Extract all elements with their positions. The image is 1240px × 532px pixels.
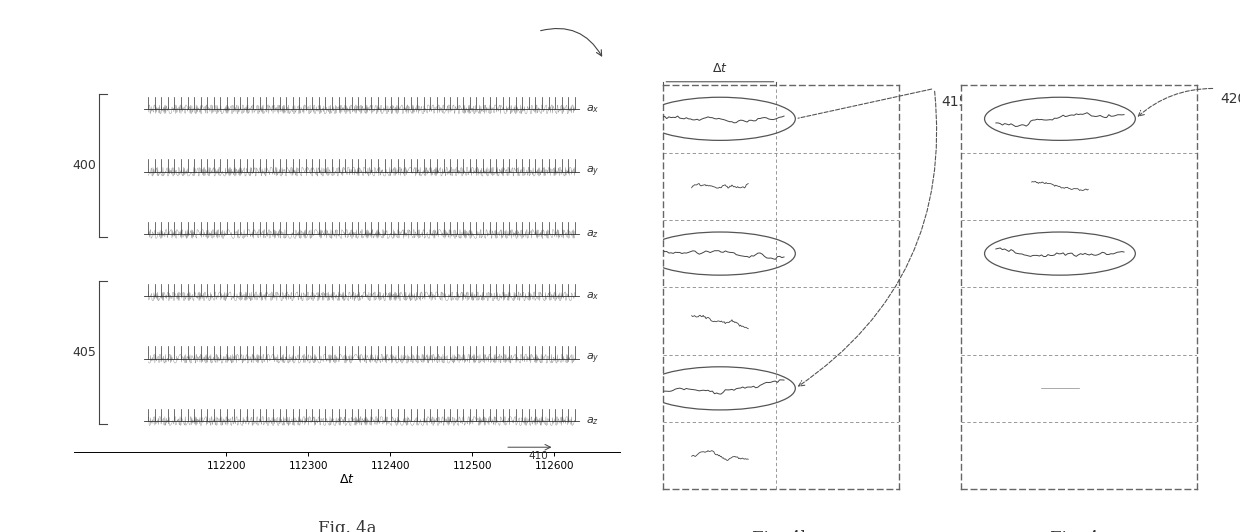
Text: Fig. 4c: Fig. 4c	[1050, 530, 1107, 532]
Text: $a_y$: $a_y$	[585, 352, 599, 366]
Text: $a_x$: $a_x$	[585, 290, 599, 302]
Text: 400: 400	[72, 159, 97, 172]
Text: 420: 420	[1220, 92, 1240, 106]
Text: $a_y$: $a_y$	[585, 164, 599, 179]
X-axis label: $\Delta t$: $\Delta t$	[340, 472, 355, 486]
Text: 405: 405	[72, 346, 97, 359]
Text: Fig. 4a: Fig. 4a	[317, 520, 377, 532]
Text: $a_x$: $a_x$	[585, 103, 599, 115]
Text: $a_z$: $a_z$	[585, 415, 599, 427]
Text: 410: 410	[528, 451, 548, 461]
Text: $\Delta t$: $\Delta t$	[712, 62, 728, 75]
Text: Fig. 4b: Fig. 4b	[751, 530, 811, 532]
Text: 415: 415	[941, 95, 967, 109]
Text: $a_z$: $a_z$	[585, 228, 599, 240]
